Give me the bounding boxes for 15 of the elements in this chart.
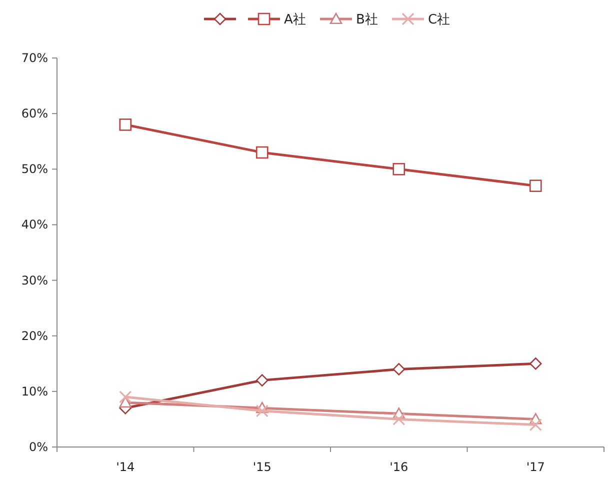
y-tick-label: 70%: [21, 51, 48, 65]
y-tick-label: 30%: [21, 273, 48, 288]
legend-label: A社: [284, 12, 306, 28]
x-tick-label: '15: [252, 460, 272, 474]
y-tick-label: 40%: [21, 218, 48, 232]
legend-label: C社: [428, 12, 450, 28]
y-tick-label: 20%: [21, 328, 48, 343]
x-tick-label: '16: [390, 460, 408, 474]
x-tick-label: '17: [526, 460, 545, 474]
y-tick-label: 0%: [28, 440, 48, 454]
legend-label: B社: [356, 12, 378, 28]
y-tick-label: 60%: [21, 106, 48, 121]
x-tick-label: '14: [116, 460, 135, 474]
y-tick-label: 50%: [21, 162, 48, 176]
y-tick-label: 10%: [21, 384, 48, 398]
